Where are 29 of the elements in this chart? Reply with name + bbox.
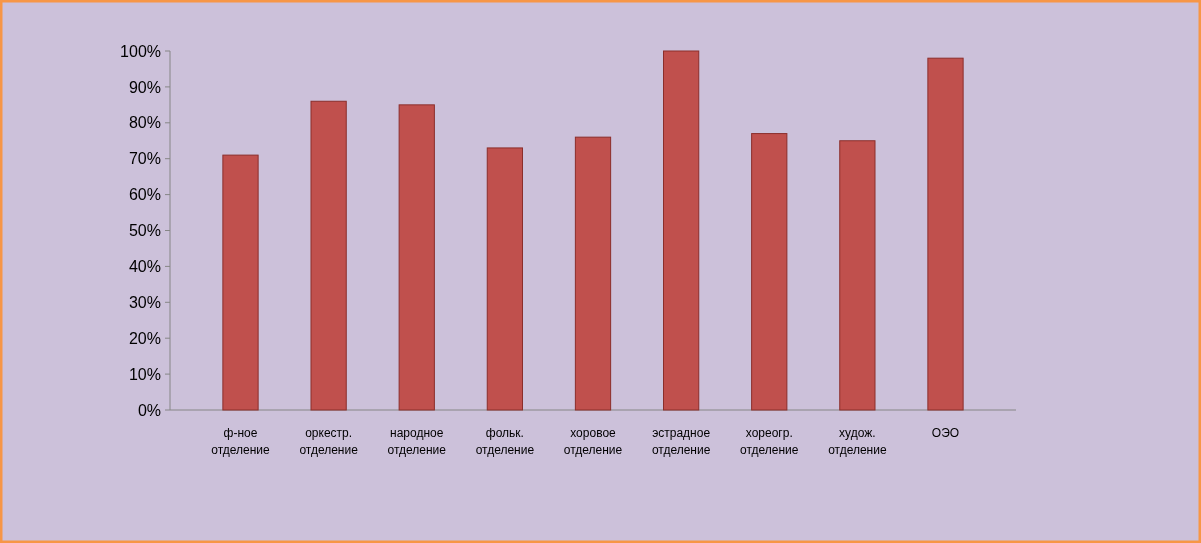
bar (751, 133, 788, 411)
y-tick-label: 50% (128, 222, 161, 240)
x-tick-label: хоровое отделение (563, 426, 623, 457)
x-tick-label: ОЭО (931, 426, 960, 440)
y-tick-label: 20% (128, 329, 161, 347)
x-tick-label: хореогр. отделение (740, 426, 799, 457)
bar (398, 104, 435, 411)
bar (663, 50, 700, 411)
y-tick-label: 80% (128, 114, 161, 132)
y-tick-label: 10% (128, 365, 161, 383)
bar (839, 140, 876, 411)
y-tick-label: 60% (128, 186, 161, 204)
bar (927, 57, 964, 411)
x-tick-label: народное отделение (387, 426, 447, 457)
x-tick-label: худож. отделение (828, 426, 887, 457)
bar (574, 136, 612, 411)
bar (310, 100, 347, 411)
y-tick-label: 70% (128, 150, 161, 168)
y-tick-label: 40% (128, 258, 161, 275)
bar (222, 154, 259, 411)
y-tick-label: 0% (137, 401, 161, 419)
x-tick-label: фольк. отделение (475, 426, 535, 457)
y-tick-label: 90% (128, 78, 161, 96)
x-tick-label: эстрадное отделение (651, 426, 711, 457)
x-tick-label: оркестр. отделение (299, 426, 359, 457)
y-tick-label: 30% (128, 293, 161, 311)
y-tick-label: 100% (120, 42, 161, 60)
bar (486, 147, 523, 411)
x-tick-label: ф-ное отделение (211, 426, 271, 457)
